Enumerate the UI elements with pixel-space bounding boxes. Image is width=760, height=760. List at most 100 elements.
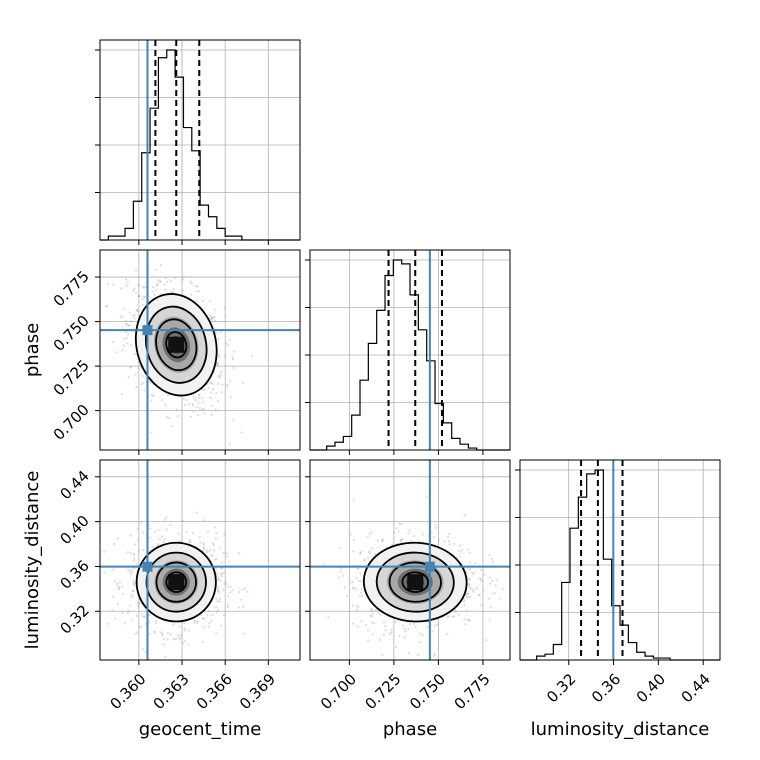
sample-point xyxy=(165,243,167,245)
sample-point xyxy=(356,625,360,628)
sample-point xyxy=(133,313,136,317)
sample-point xyxy=(377,612,380,615)
sample-point xyxy=(373,622,376,625)
sample-point xyxy=(417,540,421,543)
sample-point xyxy=(447,615,450,618)
sample-point xyxy=(138,284,141,287)
sample-point xyxy=(141,298,144,301)
sample-point xyxy=(215,597,218,600)
sample-point xyxy=(322,563,325,566)
panel-content xyxy=(96,460,300,660)
sample-point xyxy=(434,523,437,526)
sample-point xyxy=(215,632,218,635)
sample-point xyxy=(407,627,410,631)
sample-point xyxy=(467,595,470,599)
sample-point xyxy=(137,295,140,298)
sample-point xyxy=(403,636,406,639)
sample-point xyxy=(220,561,224,564)
sample-point xyxy=(356,567,359,570)
sample-point xyxy=(482,589,485,592)
sample-point xyxy=(208,622,211,625)
sample-point xyxy=(155,622,158,625)
sample-point xyxy=(359,552,362,555)
sample-point xyxy=(133,584,136,587)
sample-point xyxy=(494,591,497,595)
sample-point xyxy=(210,554,213,557)
sample-point xyxy=(400,541,403,544)
sample-point xyxy=(217,578,220,582)
sample-point xyxy=(190,282,193,285)
sample-point xyxy=(395,527,398,530)
sample-point xyxy=(479,568,483,571)
sample-point xyxy=(195,621,199,624)
sample-point xyxy=(134,373,137,376)
sample-point xyxy=(229,379,232,382)
sample-point xyxy=(176,414,179,418)
sample-point xyxy=(238,590,241,594)
sample-point xyxy=(215,391,218,395)
sample-point xyxy=(227,595,230,598)
sample-point xyxy=(227,344,230,347)
sample-point xyxy=(216,586,220,589)
sample-point xyxy=(425,495,428,498)
sample-point xyxy=(173,277,176,280)
sample-point xyxy=(454,609,457,612)
sample-point xyxy=(121,585,124,588)
sample-point xyxy=(174,637,178,641)
sample-point xyxy=(139,625,143,628)
sample-point xyxy=(175,408,179,411)
sample-point xyxy=(193,621,196,624)
sample-point xyxy=(142,295,145,298)
sample-point xyxy=(421,634,424,637)
sample-point xyxy=(217,577,220,580)
sample-point xyxy=(231,356,234,359)
sample-point xyxy=(152,290,155,293)
sample-point xyxy=(413,535,416,538)
sample-point xyxy=(220,624,223,627)
sample-point xyxy=(210,381,213,384)
panel-frame xyxy=(99,39,301,241)
sample-point xyxy=(143,295,147,299)
sample-point xyxy=(460,549,463,552)
sample-point xyxy=(220,391,223,394)
density-peak xyxy=(168,574,185,591)
sample-point xyxy=(125,319,128,322)
sample-point xyxy=(195,299,198,302)
sample-point xyxy=(381,539,384,542)
sample-point xyxy=(447,533,450,536)
sample-point xyxy=(121,348,125,351)
sample-point xyxy=(226,603,229,606)
sample-point xyxy=(463,514,466,517)
sample-point xyxy=(131,590,135,593)
sample-point xyxy=(216,375,220,378)
sample-point xyxy=(468,583,471,586)
sample-point xyxy=(217,589,220,592)
sample-point xyxy=(182,275,185,278)
sample-point xyxy=(217,337,220,341)
sample-point xyxy=(166,280,169,283)
sample-point xyxy=(132,589,135,592)
tick-label-y: 0.36 xyxy=(56,557,92,593)
sample-point xyxy=(202,626,205,629)
sample-point xyxy=(155,619,158,623)
sample-point xyxy=(178,636,181,639)
sample-point xyxy=(125,331,128,334)
sample-point xyxy=(117,586,120,589)
sample-point xyxy=(152,394,155,397)
sample-point xyxy=(216,588,219,591)
sample-point xyxy=(138,294,141,298)
sample-point xyxy=(226,385,229,388)
axis-labels: geocent_time phase luminosity_distance p… xyxy=(22,323,709,740)
sample-point xyxy=(126,551,130,554)
sample-point xyxy=(368,549,371,553)
contour-line xyxy=(155,318,198,372)
sample-point xyxy=(117,588,121,591)
tick-label-y: 0.44 xyxy=(56,467,92,503)
sample-point xyxy=(157,279,160,282)
sample-point xyxy=(367,629,370,632)
sample-point xyxy=(125,278,128,281)
sample-point xyxy=(360,588,363,591)
sample-point xyxy=(137,605,140,608)
sample-point xyxy=(96,617,98,619)
tick-label-y: 0.750 xyxy=(50,312,93,355)
